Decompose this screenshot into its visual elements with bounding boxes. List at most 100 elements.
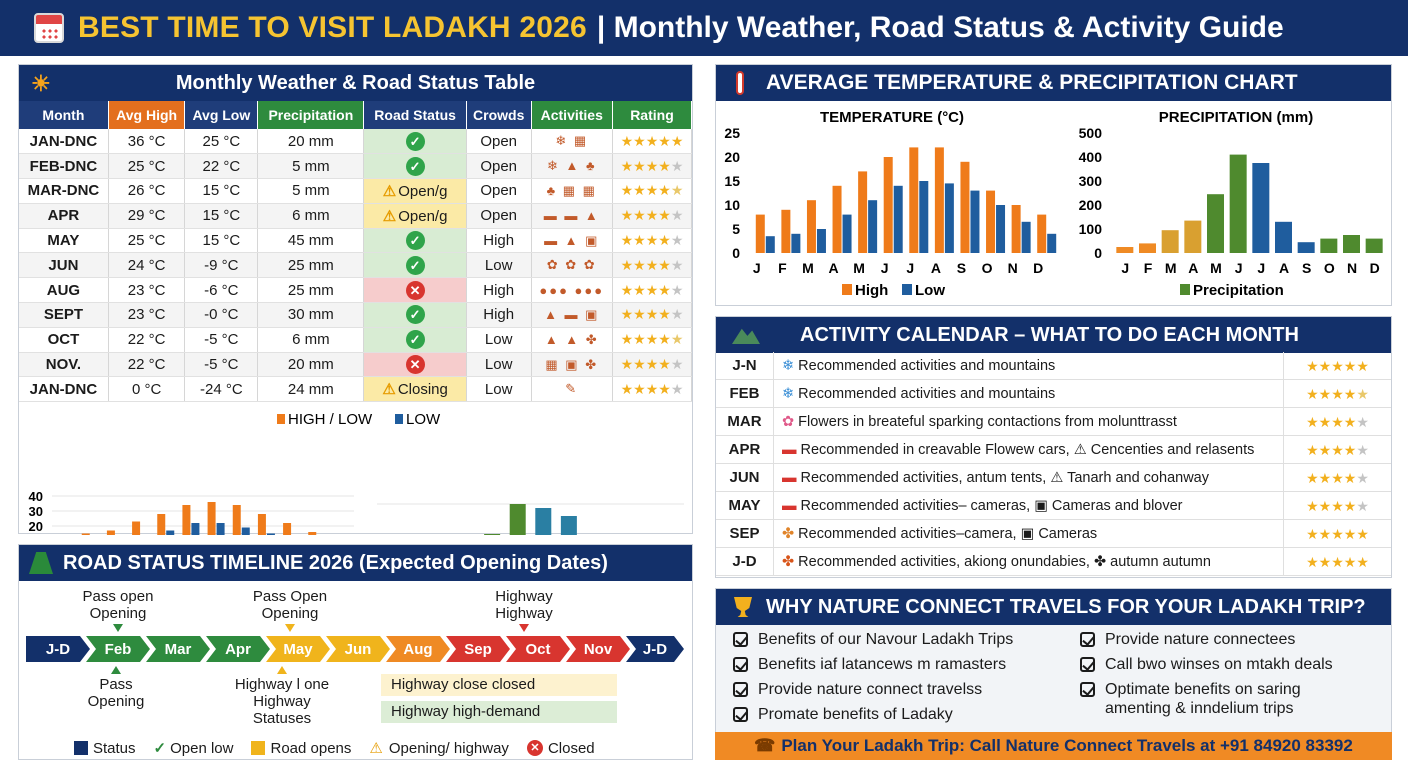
activity-month: J-N [716,351,774,380]
bar-high [858,171,868,253]
bar-precipitation [1275,221,1292,253]
crowds-cell: Open [466,153,532,180]
star-icon: ★ [1306,525,1319,542]
activity-calendar-header: ACTIVITY CALENDAR – WHAT TO DO EACH MONT… [716,317,1391,353]
star-icon: ★ [620,281,634,298]
star-icon: ★ [670,380,684,397]
bar-precipitation [1343,235,1360,253]
star-icon: ★ [1331,441,1344,458]
x-tick-label: N [1008,260,1018,276]
benefit-text: Benefits of our Navour Ladakh Trips [758,631,1014,648]
road-status-cell: ✓ [363,129,467,155]
temperature-precipitation-charts: TEMPERATURE (°C) PRECIPITATION (mm) 0 5 10 15… [724,109,1383,299]
crowds-cell: Low [466,352,532,378]
sun-icon: ☀ [31,71,51,96]
bar-low [1021,221,1031,253]
temperature-chart-header: AVERAGE TEMPERATURE & PRECIPITATION CHAR… [716,65,1391,101]
activity-row: J-D ✤ Recommended activities, akiong onund… [716,547,1391,576]
avg-high-cell: 23 °C [108,302,186,328]
legend-item: Road opens [251,740,351,757]
activities-icons: ❄ ▲ ♣ [531,153,613,180]
page-subtitle: | Monthly Weather, Road Status & Activit… [596,11,1284,44]
bar-high [755,214,765,253]
bar-precipitation [1365,238,1383,253]
activities-icons: ❄ ▦ [531,129,613,155]
bar-precipitation [1252,163,1270,253]
bar-low [816,229,826,253]
bar-high [283,523,292,535]
rating-stars: ★★★★★ [621,381,684,397]
activity-icon: ❄ [782,385,795,402]
call-to-action-banner[interactable]: ☎ Plan Your Ladakh Trip: Call Nature Con… [715,732,1392,760]
phone-icon: ☎ [754,736,776,755]
month-cell: NOV. [19,352,109,378]
star-icon: ★ [1306,469,1319,486]
road-status-legend: Status ✓ Open low Road opens ⚠ Opening/ highw… [18,737,693,759]
legend-label: Status [93,739,136,757]
star-icon: ★ [1343,525,1357,542]
check-icon: ✓ [405,305,425,325]
bar-low [166,530,175,535]
activity-month: J-D [716,547,774,576]
activity-rating: ★★★★★ [1283,519,1391,548]
activity-description: ▬ Recommended activities– cameras, ▣ Came… [774,498,1283,514]
avg-low-cell: -0 °C [184,302,259,328]
rating-cell: ★★★★★ [612,178,693,204]
bar-precipitation [1139,243,1156,253]
x-tick-label: S [957,260,966,276]
timeline-segment-sep: Sep [446,636,510,662]
benefit-item: Benefits of our Navour Ladakh Trips [733,630,1013,649]
star-icon: ★ [633,232,646,249]
bar-low [216,523,225,535]
activity-rating: ★★★★★ [1283,491,1391,520]
y-tick-label: 10 [29,534,43,535]
weather-table-panel: ☀ Monthly Weather & Road Status Table Mo… [18,64,693,535]
bar-precipitation [1297,242,1315,253]
column-header-month: Month [19,101,109,129]
bar-low [191,523,200,535]
star-icon: ★ [658,281,671,298]
star-icon: ★ [1356,413,1369,430]
precipitation-cell: 30 mm [257,302,365,328]
activity-rating: ★★★★★ [1283,351,1391,380]
temperature-chart-panel: AVERAGE TEMPERATURE & PRECIPITATION CHAR… [715,64,1392,306]
activity-month: MAR [716,407,774,436]
rating-cell: ★★★★★ [612,203,693,229]
mini-charts: HIGH / LOWLOW010203040JFMAMJJASONDTEMPER… [29,411,684,535]
weather-table-header-row: Month Avg High Avg Low Precipitation Road St… [19,101,693,129]
y-tick-label: 15 [724,173,740,189]
legend-swatch-high [842,284,852,295]
y-tick-label: 400 [1079,149,1103,165]
star-icon: ★ [1318,413,1332,430]
crowds-cell: Open [466,129,532,155]
activity-rating: ★★★★★ [1283,435,1391,464]
star-icon: ★ [670,182,684,199]
avg-high-cell: 29 °C [108,203,186,229]
activities-icons: ▦ ▣ ✤ [531,352,613,378]
x-tick-label: S [1302,260,1311,276]
benefit-item: Provide nature connect travelss [733,680,982,699]
rating-cell: ★★★★★ [612,376,693,403]
x-tick-label: A [1188,260,1198,276]
avg-low-cell: -9 °C [184,252,259,279]
month-cell: SEPT [19,302,109,328]
legend-label: Road opens [270,739,352,757]
activity-description: ❄ Recommended activities and mountains [774,386,1283,402]
check-icon: ✓ [405,255,425,275]
benefit-item: Benefits iaf latancews m ramasters [733,655,1006,674]
crowds-cell: Low [466,252,532,279]
month-cell: APR [19,203,109,229]
activities-icons: ▬ ▲ ▣ [531,228,613,254]
table-row: JAN-DNC 0 °C -24 °C 24 mm ⚠ Closing Low ✎ ★★★★★ [19,376,693,403]
page-title: BEST TIME TO VISIT LADAKH 2026 [78,11,587,44]
star-icon: ★ [1343,441,1357,458]
avg-low-cell: -6 °C [184,277,259,304]
activities-icons: ▬ ▬ ▲ [531,203,613,229]
road-status-cell: ✓ [363,327,467,353]
bar-low [919,181,929,253]
star-icon: ★ [1343,469,1357,486]
up-triangle-icon [111,666,121,674]
avg-high-cell: 25 °C [108,153,186,180]
star-icon: ★ [620,380,634,397]
star-icon: ★ [670,306,684,323]
